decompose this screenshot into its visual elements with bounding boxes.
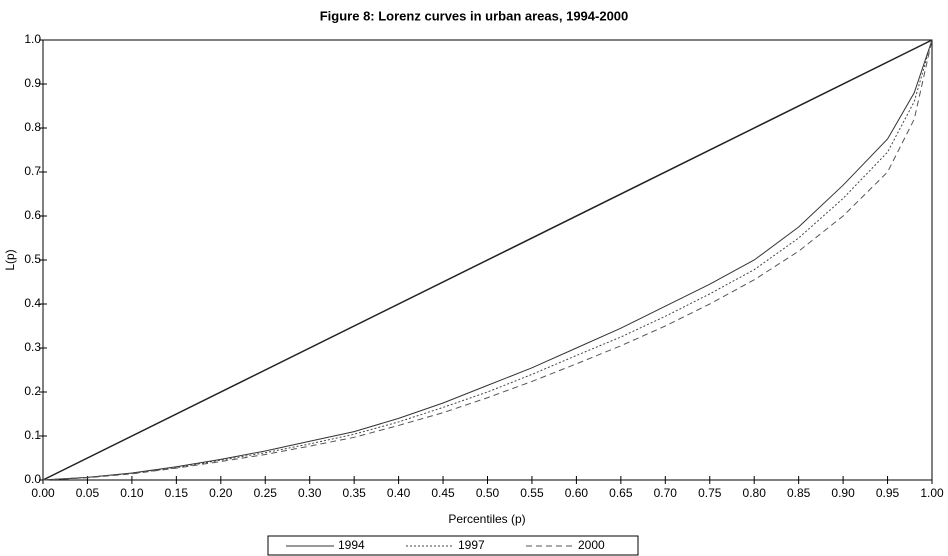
x-tick-label: 0.20 xyxy=(209,486,233,500)
chart-title: Figure 8: Lorenz curves in urban areas, … xyxy=(320,8,629,23)
y-tick-label: 0.5 xyxy=(24,252,41,266)
x-tick-label: 0.65 xyxy=(609,486,633,500)
legend-label: 1994 xyxy=(338,538,365,552)
x-tick-label: 0.60 xyxy=(565,486,589,500)
x-tick-label: 0.95 xyxy=(876,486,900,500)
x-tick-label: 0.50 xyxy=(476,486,500,500)
x-tick-label: 0.85 xyxy=(787,486,811,500)
y-tick-label: 0.3 xyxy=(24,340,41,354)
y-tick-label: 0.4 xyxy=(24,296,41,310)
series-line xyxy=(42,39,933,481)
x-tick-label: 0.75 xyxy=(698,486,722,500)
y-tick-label: 0.1 xyxy=(24,428,41,442)
y-tick-label: 0.8 xyxy=(24,120,41,134)
x-tick-label: 0.30 xyxy=(298,486,322,500)
legend-box xyxy=(267,535,639,556)
x-tick-label: 0.45 xyxy=(431,486,455,500)
x-tick-label: 0.90 xyxy=(831,486,855,500)
x-tick-label: 0.70 xyxy=(654,486,678,500)
y-tick-label: 0.7 xyxy=(24,164,41,178)
y-tick-label: 0.9 xyxy=(24,76,41,90)
y-tick-label: 0.0 xyxy=(24,472,41,486)
y-tick-label: 0.6 xyxy=(24,208,41,222)
x-tick-label: 0.25 xyxy=(254,486,278,500)
y-tick-label: 0.2 xyxy=(24,384,41,398)
x-tick-label: 0.55 xyxy=(520,486,544,500)
y-axis-label: L(p) xyxy=(3,249,17,270)
y-tick-label: 1.0 xyxy=(24,32,41,46)
x-tick-label: 0.80 xyxy=(743,486,767,500)
x-tick-label: 0.15 xyxy=(165,486,189,500)
equality-line xyxy=(42,39,933,481)
x-tick-label: 0.40 xyxy=(387,486,411,500)
legend-label: 1997 xyxy=(458,538,485,552)
x-tick-label: 0.05 xyxy=(76,486,100,500)
x-axis-label: Percentiles (p) xyxy=(448,512,525,526)
x-tick-label: 0.00 xyxy=(31,486,55,500)
series-line xyxy=(42,39,933,481)
x-tick-label: 0.10 xyxy=(120,486,144,500)
legend-label: 2000 xyxy=(578,538,605,552)
x-tick-label: 0.35 xyxy=(342,486,366,500)
x-tick-label: 1.00 xyxy=(920,486,944,500)
